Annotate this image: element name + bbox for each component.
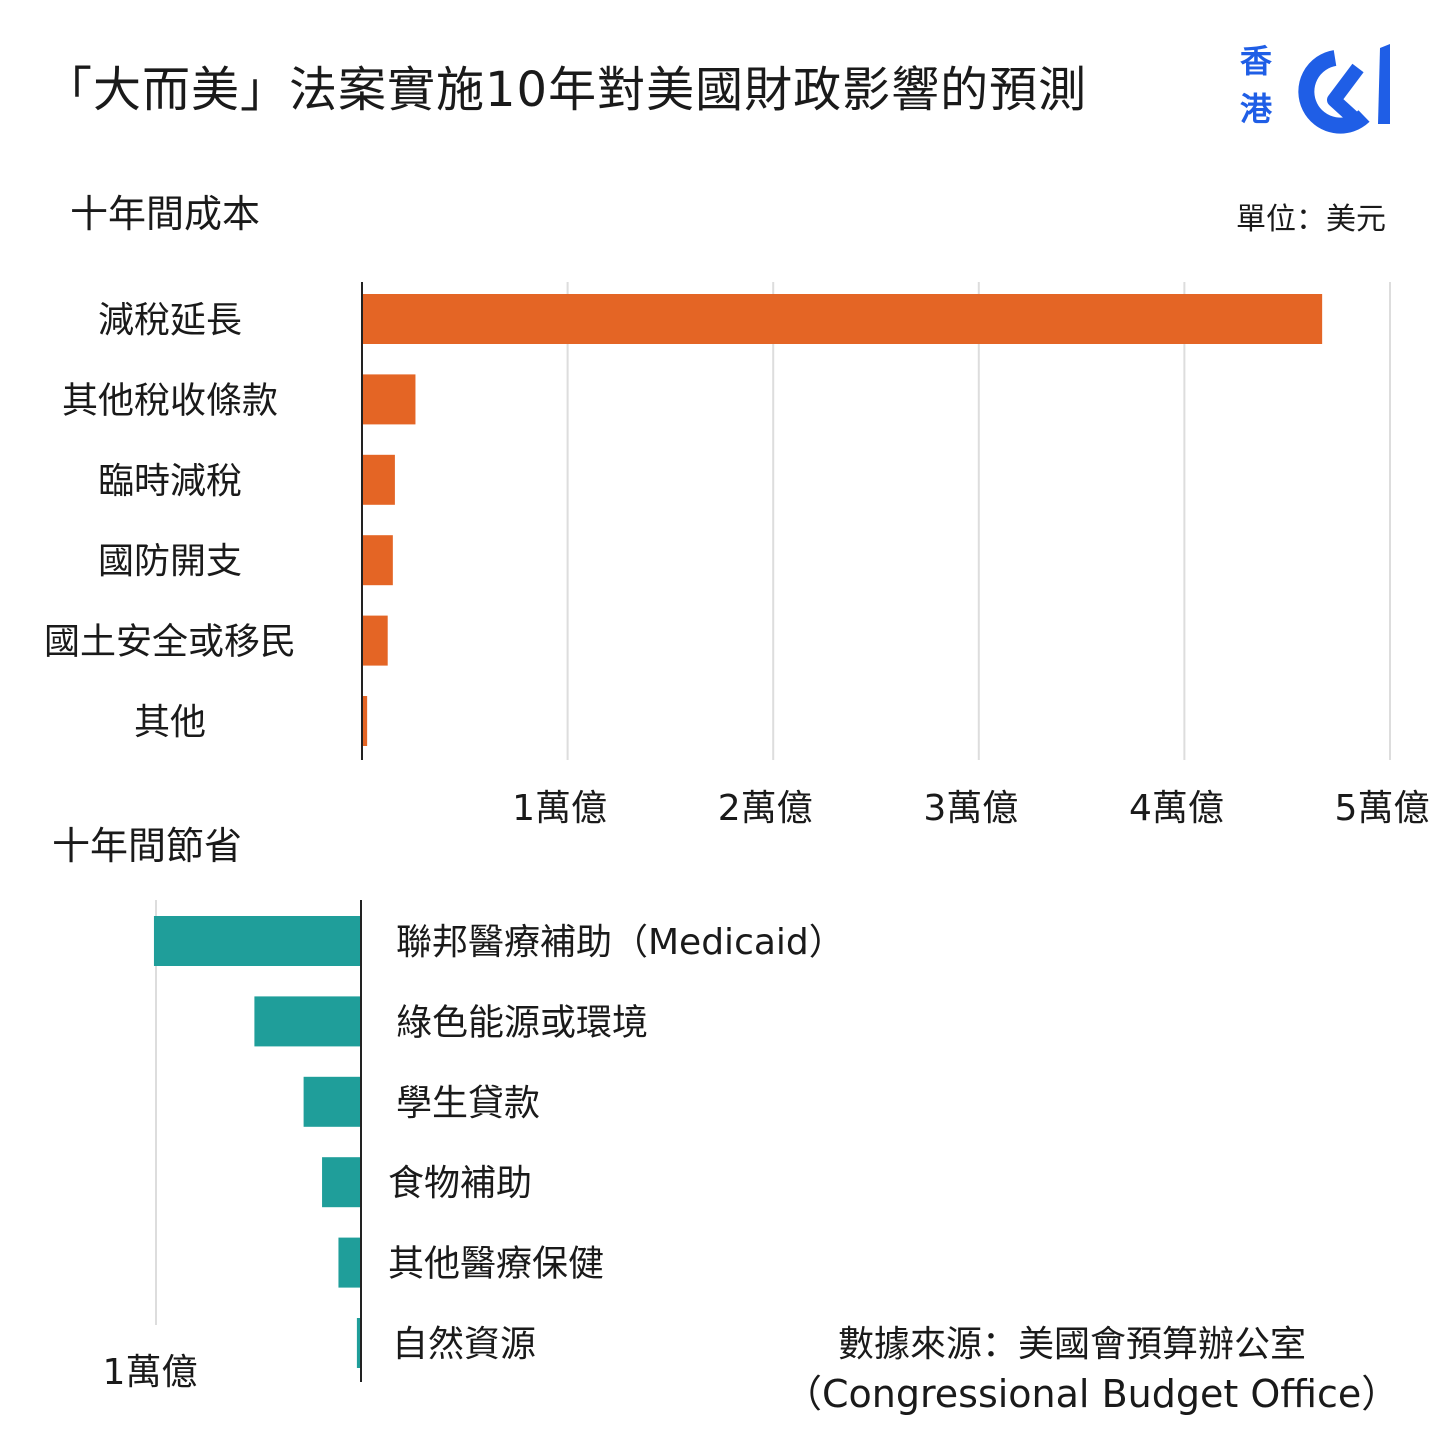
cost-category-label: 臨時減稅: [98, 461, 242, 502]
saving-tick-label: 1萬億: [103, 1352, 198, 1393]
cost-bar: [362, 454, 395, 505]
saving-bar: [338, 1237, 361, 1288]
cost-bar: [362, 294, 1323, 344]
cost-bar: [362, 535, 393, 586]
cost-category-label: 其他: [134, 702, 206, 743]
logo-char-hong: 香: [1240, 42, 1273, 80]
saving-category-label: 其他醫療保健: [388, 1244, 604, 1285]
hk01-logo: 香 港: [1238, 38, 1408, 134]
source-line-1: 數據來源：美國會預算辦公室: [838, 1324, 1307, 1365]
saving-category-label: 綠色能源或環境: [396, 1002, 648, 1043]
saving-section-title: 十年間節省: [52, 824, 243, 868]
cost-bar: [362, 696, 368, 746]
cost-bar: [362, 615, 388, 666]
cost-tick-label: 5萬億: [1335, 788, 1430, 829]
saving-bar: [254, 996, 361, 1047]
saving-bar: [322, 1157, 361, 1208]
cost-category-label: 國土安全或移民: [44, 622, 296, 663]
saving-category-label: 自然資源: [392, 1324, 536, 1365]
cost-tick-label: 2萬億: [718, 788, 813, 829]
logo-char-kong: 港: [1240, 90, 1273, 128]
cost-tick-label: 1萬億: [512, 788, 607, 829]
saving-category-label: 學生貸款: [396, 1083, 540, 1124]
cost-category-label: 減稅延長: [98, 300, 242, 341]
unit-label: 單位：美元: [1236, 202, 1386, 237]
cost-category-label: 國防開支: [98, 541, 242, 582]
cost-section-title: 十年間成本: [70, 192, 261, 236]
logo-01-mark: [1298, 44, 1390, 134]
source-line-2: （Congressional Budget Office）: [784, 1372, 1400, 1416]
cost-tick-label: 4萬億: [1129, 788, 1224, 829]
chart-title: 「大而美」法案實施10年對美國財政影響的預測: [44, 62, 1088, 118]
saving-category-label: 聯邦醫療補助（Medicaid）: [396, 922, 845, 963]
cost-category-label: 其他稅收條款: [62, 380, 278, 421]
saving-bar: [356, 1318, 361, 1368]
saving-bar: [303, 1076, 361, 1127]
cost-bar: [362, 374, 416, 425]
saving-category-label: 食物補助: [388, 1163, 532, 1204]
saving-bar: [153, 916, 361, 966]
cost-tick-label: 3萬億: [923, 788, 1018, 829]
